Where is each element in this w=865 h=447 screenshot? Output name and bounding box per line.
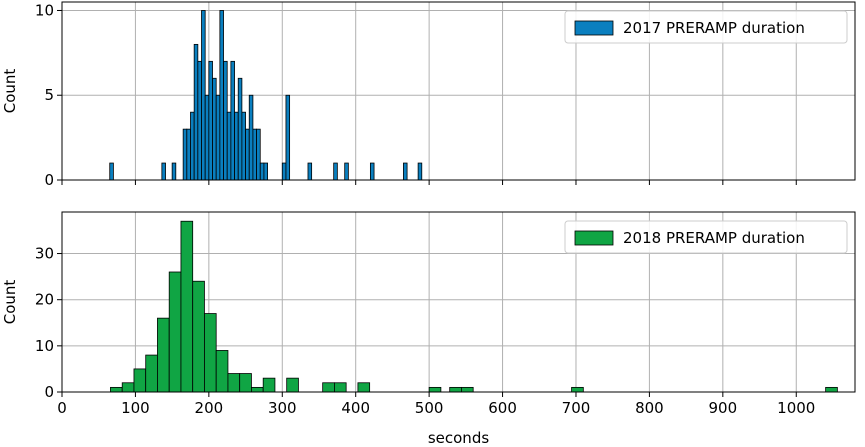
top-histogram-bar — [215, 94, 221, 181]
top-histogram-bar — [208, 60, 213, 181]
x-axis-label: seconds — [428, 429, 489, 447]
bottom-histogram-bar — [168, 271, 182, 393]
top-legend-box — [564, 10, 848, 44]
bottom-histogram-bar — [461, 386, 474, 393]
bottom-histogram-bar — [204, 313, 217, 393]
bottom-histogram-bar — [157, 317, 170, 393]
bottom-histogram-bar — [121, 382, 135, 393]
top-histogram-bar — [241, 111, 246, 181]
top-histogram-bar — [182, 128, 188, 181]
top-legend-label: 2017 PRERAMP duration — [623, 19, 805, 37]
bottom-histogram-bar — [334, 382, 347, 393]
bottom-histogram-bar — [825, 386, 838, 393]
top-histogram-bar — [263, 162, 268, 181]
bottom-histogram-bar — [239, 373, 252, 393]
bottom-y-tick-label: 0 — [44, 383, 54, 401]
top-histogram-bar — [226, 111, 232, 181]
top-histogram-bar — [237, 77, 243, 181]
top-histogram-panel: 0 5 10 Count 2017 PRERAMP duration — [1, 1, 856, 189]
x-tick-label: 800 — [635, 399, 664, 417]
top-histogram-bar — [204, 94, 210, 181]
top-histogram-bar — [252, 128, 257, 181]
bottom-histogram-bar — [133, 368, 147, 393]
top-histogram-bar — [212, 77, 217, 181]
bottom-axes-frame — [61, 211, 856, 393]
bottom-histogram-bar — [262, 377, 276, 393]
bottom-histogram-bar — [357, 382, 371, 393]
top-y-tick-label: 10 — [35, 1, 54, 19]
bottom-histogram-bar — [571, 386, 584, 393]
x-tick-label: 500 — [415, 399, 444, 417]
top-legend: 2017 PRERAMP duration — [564, 10, 848, 44]
top-y-axis-label: Count — [1, 69, 19, 114]
bottom-histogram-bar — [322, 382, 335, 393]
top-histogram-bar — [259, 162, 265, 181]
top-y-tick-label: 0 — [44, 171, 54, 189]
bottom-histogram-bar — [192, 280, 205, 393]
top-histogram-bar — [161, 162, 166, 181]
top-histogram-bar — [285, 94, 291, 181]
top-histogram-bar — [171, 162, 177, 181]
top-histogram-bar — [193, 43, 199, 181]
bottom-histogram-bar — [428, 386, 442, 393]
top-histogram-bar — [109, 162, 114, 181]
top-histogram-bar — [197, 60, 202, 181]
bottom-y-tick-label: 20 — [35, 291, 54, 309]
top-histogram-bar — [219, 10, 224, 181]
bottom-histogram-bar — [145, 354, 158, 393]
x-tick-label: 600 — [488, 399, 517, 417]
bottom-histogram-bar — [110, 386, 123, 393]
x-tick-label: 700 — [562, 399, 591, 417]
top-histogram-bar — [256, 128, 261, 181]
x-tick-label: 0 — [57, 399, 67, 417]
bottom-histogram-bar — [286, 377, 299, 393]
top-histogram-bar — [201, 10, 206, 181]
top-histogram-bar — [344, 162, 349, 181]
bottom-histogram-bar — [215, 350, 229, 393]
bottom-legend-swatch — [574, 230, 614, 246]
x-tick-label: 100 — [121, 399, 150, 417]
top-histogram-bar — [190, 111, 195, 181]
top-histogram-bar — [186, 128, 191, 181]
x-tick-label: 300 — [268, 399, 297, 417]
top-histogram-bar — [333, 162, 338, 181]
top-histogram-bar — [223, 60, 228, 181]
bottom-y-tick-label: 10 — [35, 337, 54, 355]
bottom-legend-label: 2018 PRERAMP duration — [623, 229, 805, 247]
x-tick-label: 900 — [709, 399, 738, 417]
x-tick-label: 400 — [341, 399, 370, 417]
x-tick-label: 200 — [195, 399, 224, 417]
bottom-legend: 2018 PRERAMP duration — [564, 220, 848, 254]
top-histogram-bar — [248, 94, 254, 181]
top-histogram-bar — [307, 162, 313, 181]
top-histogram-bar — [245, 128, 250, 181]
top-histogram-bar — [369, 162, 375, 181]
bottom-y-tick-label: 30 — [35, 245, 54, 263]
top-histogram-bar — [234, 111, 239, 181]
top-axes-frame — [61, 1, 856, 181]
bottom-histogram-bar — [227, 373, 241, 393]
bottom-histogram-bar — [180, 220, 194, 393]
bottom-y-axis-label: Count — [1, 280, 19, 325]
bottom-histogram-bar — [449, 386, 462, 393]
top-y-tick-label: 5 — [44, 86, 54, 104]
x-tick-label: 1000 — [777, 399, 815, 417]
top-histogram-bar — [403, 162, 408, 181]
top-histogram-bar — [417, 162, 423, 181]
top-legend-swatch — [574, 20, 614, 36]
bottom-legend-box — [564, 220, 848, 254]
top-histogram-bar — [281, 162, 287, 181]
top-histogram-bar — [230, 60, 235, 181]
bottom-histogram-bar — [251, 386, 264, 393]
